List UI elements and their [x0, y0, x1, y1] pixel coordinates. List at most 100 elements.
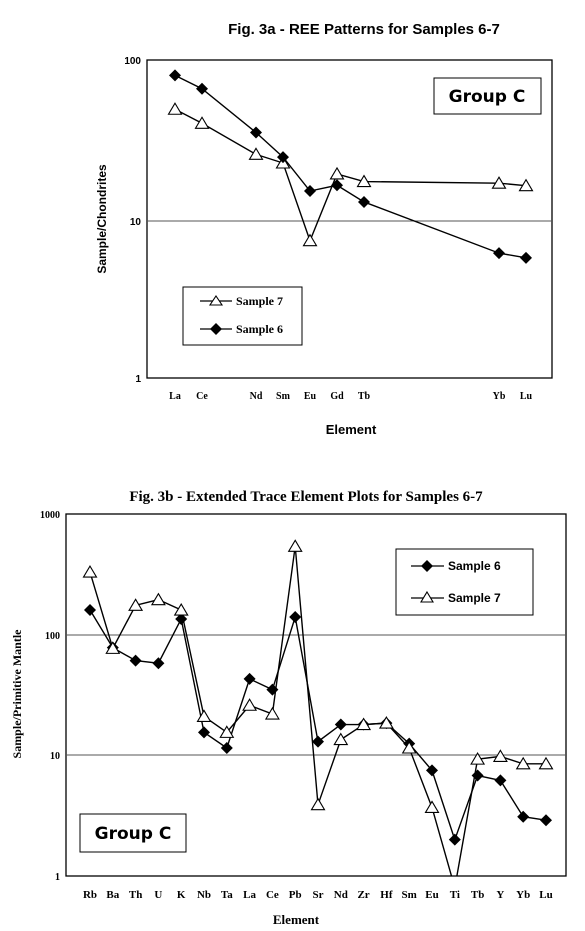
- chart-b-xtick-sm: Sm: [402, 889, 417, 901]
- chart-b-xtick-eu: Eu: [425, 889, 438, 901]
- chart-b-legend: Sample 6 Sample 7: [395, 548, 534, 616]
- chart-b-point-sample-6-lu: [540, 814, 552, 827]
- chart-a-xtick-gd: Gd: [330, 391, 344, 402]
- chart-b-point-sample-7-tb: [470, 752, 486, 765]
- chart-a-xtick-nd: Nd: [250, 391, 263, 402]
- chart-a-legend: Sample 7 Sample 6: [182, 286, 303, 346]
- chart-b-point-sample-7-sm: [401, 740, 417, 754]
- chart-b-xtick-yb: Yb: [516, 889, 530, 901]
- chart-b-point-sample-7-zr: [356, 717, 372, 731]
- chart-a-legend-label-sample6: Sample 6: [236, 322, 283, 336]
- chart-a-y-axis-label: Sample/Chondrites: [95, 164, 109, 274]
- chart-b-ytick-100: 100: [45, 631, 60, 642]
- chart-b-point-sample-7-lu: [538, 756, 554, 770]
- chart-b-point-sample-7-ce: [264, 706, 280, 720]
- chart-b-legend-box: [395, 548, 534, 616]
- chart-b-y-axis-label: Sample/Primitive Mantle: [10, 629, 24, 759]
- chart-a-x-axis-label: Element: [326, 422, 377, 437]
- chart-a-point-sample-6-ce: [196, 82, 208, 95]
- chart-a-point-sample-7-nd: [248, 147, 264, 160]
- chart-a-point-sample-6-eu: [304, 185, 316, 198]
- chart-a-plot-area: [146, 59, 553, 379]
- chart-a-x-tick-labels: La Ce Nd Sm Eu Gd Tb Yb Lu: [169, 391, 532, 402]
- chart-a-ytick-1: 1: [135, 374, 141, 385]
- chart-a-xtick-eu: Eu: [304, 391, 317, 402]
- chart-b-point-sample-6-eu: [426, 764, 438, 777]
- chart-a-point-sample-7-lu: [518, 178, 534, 192]
- chart-b-xtick-k: K: [177, 889, 186, 901]
- chart-b-point-sample-6-sr: [312, 735, 324, 748]
- chart-a-group-label: Group C: [449, 87, 526, 107]
- chart-b-point-sample-6-tb: [471, 769, 484, 782]
- chart-a-point-sample-7-tb: [356, 174, 372, 188]
- chart-b-point-sample-7-rb: [82, 565, 98, 578]
- chart-b-ytick-1: 1: [55, 872, 60, 883]
- chart-a-xtick-lu: Lu: [520, 391, 533, 402]
- chart-b-xtick-ti: Ti: [450, 889, 460, 901]
- chart-b-xtick-pb: Pb: [289, 889, 302, 901]
- chart-a-legend-box: [182, 286, 303, 346]
- chart-a-point-sample-7-ce: [194, 116, 210, 129]
- chart-b-xtick-sr: Sr: [313, 889, 324, 901]
- chart-b-x-tick-labels: Rb Ba Th U K Nb Ta La Ce Pb Sr Nd Zr Hf Sm Eu Ti Tb Y Yb Lu: [83, 889, 553, 901]
- chart-b-xtick-ce: Ce: [266, 889, 279, 901]
- chart-b-xtick-y: Y: [496, 889, 504, 901]
- chart-a-ytick-10: 10: [130, 217, 142, 228]
- chart-b-xtick-rb: Rb: [83, 889, 97, 901]
- chart-a-title: Fig. 3a - REE Patterns for Samples 6-7: [228, 21, 500, 38]
- chart-a-point-sample-6-sm: [277, 151, 289, 164]
- chart-b-x-axis-label: Element: [273, 912, 320, 927]
- chart-b-xtick-hf: Hf: [380, 889, 393, 901]
- chart-a-xtick-ce: Ce: [196, 391, 208, 402]
- chart-a-xtick-tb: Tb: [358, 391, 371, 402]
- chart-a-legend-triangle-icon: [208, 295, 224, 306]
- chart-a-point-sample-6-nd: [250, 126, 262, 139]
- chart-b-ytick-10: 10: [50, 751, 60, 762]
- chart-b-point-sample-7-la: [242, 698, 258, 711]
- chart-a-point-sample-7-la: [167, 102, 183, 115]
- chart-b-point-sample-6-nb: [198, 726, 210, 739]
- chart-a-point-sample-6-la: [169, 69, 181, 82]
- chart-b-point-sample-6-ta: [220, 742, 233, 755]
- chart-a-point-sample-6-tb: [358, 195, 370, 208]
- chart-b-xtick-la: La: [243, 889, 256, 901]
- chart-b-title: Fig. 3b - Extended Trace Element Plots f…: [129, 489, 483, 505]
- chart-b-point-sample-7-eu: [424, 800, 440, 813]
- chart-a-point-sample-7-eu: [302, 233, 318, 247]
- chart-b-point-sample-6-ti: [448, 833, 461, 846]
- chart-b-point-sample-6-u: [152, 657, 165, 670]
- chart-b-point-sample-6-yb: [517, 810, 530, 823]
- chart-b-legend-label-sample7: Sample 7: [448, 591, 501, 605]
- chart-a-point-sample-7-yb: [491, 176, 507, 189]
- chart-b-point-sample-7-th: [128, 598, 144, 611]
- chart-b-point-sample-7-nd: [333, 732, 349, 746]
- chart-b-point-sample-6-th: [129, 654, 142, 667]
- chart-b-plot-area: [65, 513, 567, 877]
- chart-b-group-label: Group C: [95, 824, 172, 844]
- chart-b-series: [82, 539, 554, 876]
- chart-b-point-sample-7-ta: [219, 725, 235, 738]
- chart-a-point-sample-6-gd: [331, 179, 343, 192]
- chart-a-xtick-la: La: [169, 391, 181, 402]
- chart-a-xtick-yb: Yb: [493, 391, 506, 402]
- chart-a-point-sample-6-lu: [520, 251, 532, 264]
- chart-b-group-box: [79, 813, 187, 853]
- chart-b-point-sample-6-pb: [289, 611, 302, 624]
- chart-b-point-sample-7-y: [492, 749, 508, 762]
- chart-b-point-sample-7-ba: [105, 641, 121, 654]
- chart-a-point-sample-7-gd: [329, 166, 345, 180]
- chart-a-point-sample-6-yb: [493, 247, 505, 260]
- chart-b-legend-diamond-icon: [421, 560, 433, 572]
- chart-b-point-sample-6-ce: [266, 683, 279, 696]
- chart-b-point-sample-7-u: [150, 592, 166, 606]
- chart-b-point-sample-6-nd: [334, 718, 347, 731]
- chart-b-xtick-nd: Nd: [334, 889, 348, 901]
- chart-a-series: [167, 69, 534, 264]
- chart-b-point-sample-7-hf: [378, 716, 394, 729]
- chart-b-point-sample-6-k: [175, 612, 188, 625]
- chart-b-xtick-lu: Lu: [539, 889, 552, 901]
- chart-b-point-sample-6-la: [243, 672, 256, 685]
- chart-b-point-sample-6-rb: [84, 604, 96, 617]
- chart-b-legend-label-sample6: Sample 6: [448, 559, 501, 573]
